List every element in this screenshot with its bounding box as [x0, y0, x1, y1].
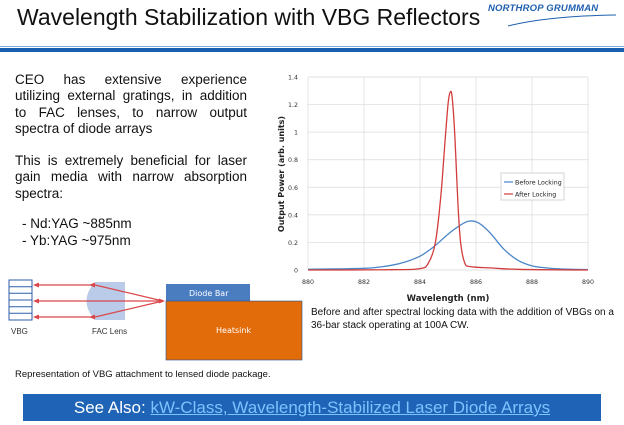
- northrop-grumman-logo: NORTHROP GRUMMAN: [488, 3, 618, 27]
- logo-swoosh-icon: [507, 14, 617, 27]
- see-also-prefix: See Also:: [73, 398, 151, 417]
- beam-paths: [35, 284, 164, 318]
- diode-bar-label: Diode Bar: [189, 289, 229, 298]
- chart-caption: Before and after spectral locking data w…: [311, 307, 614, 331]
- y-tick-labels: 0 0.2 0.4 0.6 0.8 1 1.2 1.4: [288, 75, 298, 275]
- vbg-diagram: VBG FAC Lens Diode Bar Heatsink: [8, 279, 303, 361]
- diode-bar: [166, 284, 250, 301]
- x-tick-label: 886: [470, 279, 482, 286]
- x-tick-label: 888: [526, 279, 538, 286]
- vbg-grating: [8, 279, 33, 321]
- paragraph-experience: CEO has extensive experience utilizing e…: [15, 72, 247, 136]
- page-title: Wavelength Stabilization with VBG Reflec…: [17, 4, 481, 30]
- x-axis-label: Wavelength (nm): [407, 294, 490, 304]
- series-line-before-locking: [307, 220, 589, 271]
- y-tick-label: 0: [294, 268, 298, 275]
- chart-series: [307, 90, 589, 271]
- x-tick-label: 890: [582, 279, 594, 286]
- diagram-caption: Representation of VBG attachment to lens…: [15, 369, 271, 380]
- y-tick-label: 1: [294, 130, 298, 137]
- chart-legend: Before Locking After Locking: [500, 172, 565, 201]
- bullet-ndyag: - Nd:YAG ~885nm: [22, 216, 132, 231]
- arrow-heads-icon: [33, 282, 165, 320]
- title-rule: [0, 48, 624, 52]
- y-tick-label: 1.2: [288, 102, 298, 109]
- heatsink: [165, 300, 303, 361]
- bullet-list: - Nd:YAG ~885nm - Yb:YAG ~975nm: [22, 216, 132, 249]
- series-line-after-locking: [307, 90, 589, 271]
- legend-label-after: After Locking: [515, 192, 556, 199]
- y-tick-label: 0.2: [288, 240, 298, 247]
- paragraph-benefit: This is extremely beneficial for laser g…: [15, 153, 247, 201]
- bullet-ybyag: - Yb:YAG ~975nm: [22, 232, 131, 248]
- heatsink-label: Heatsink: [216, 326, 251, 335]
- title-rule-light: [0, 46, 624, 47]
- x-tick-label: 884: [414, 279, 426, 286]
- vbg-label: VBG: [11, 327, 28, 336]
- y-tick-label: 0.6: [288, 185, 298, 192]
- logo-text: NORTHROP GRUMMAN: [488, 3, 599, 14]
- y-tick-label: 0.8: [288, 157, 298, 164]
- y-tick-label: 0.4: [288, 212, 298, 219]
- x-tick-labels: 880 882 884 886 888 890: [302, 279, 594, 286]
- see-also-link[interactable]: kW-Class, Wavelength-Stabilized Laser Di…: [150, 398, 551, 417]
- legend-label-before: Before Locking: [515, 180, 562, 187]
- fac-lens-label: FAC Lens: [92, 327, 127, 336]
- x-tick-label: 882: [358, 279, 370, 286]
- see-also-banner: See Also: kW-Class, Wavelength-Stabilize…: [23, 394, 601, 421]
- spectrum-chart: 00.20.40.60.811.21.4 880 882 884 886 888 890 …: [277, 75, 594, 305]
- x-tick-label: 880: [302, 279, 314, 286]
- y-axis-label: Output Power (arb. units): [277, 116, 286, 232]
- y-tick-label: 1.4: [288, 75, 298, 82]
